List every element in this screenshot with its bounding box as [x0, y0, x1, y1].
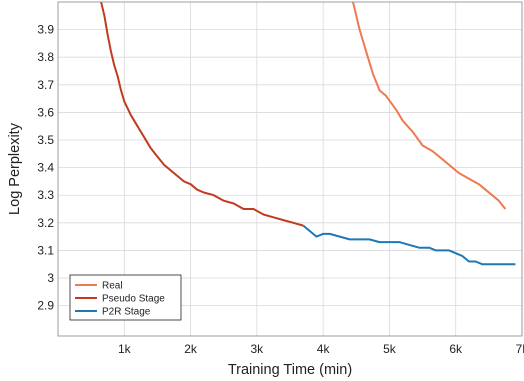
series-line-p2r-stage [302, 224, 516, 266]
series-line-real [352, 2, 507, 210]
y-tick-label: 3.4 [37, 161, 54, 175]
series-line-pseudo-stage [100, 2, 304, 227]
x-tick-label: 4k [317, 342, 331, 356]
x-tick-label: 7k [516, 342, 524, 356]
x-tick-label: 6k [449, 342, 463, 356]
y-tick-label: 3.2 [37, 216, 54, 230]
y-tick-label: 3.3 [37, 188, 54, 202]
y-tick-label: 3.8 [37, 50, 54, 64]
series-lines [100, 2, 516, 266]
x-tick-label: 2k [184, 342, 198, 356]
y-tick-label: 2.9 [37, 299, 54, 313]
y-tick-label: 3.1 [37, 243, 54, 257]
x-tick-label: 3k [251, 342, 265, 356]
legend: Real Pseudo Stage P2R Stage [69, 274, 182, 321]
legend-label-pseudo-stage: Pseudo Stage [102, 294, 165, 305]
legend-label-real: Real [102, 281, 123, 292]
legend-label-p2r-stage: P2R Stage [102, 307, 151, 318]
y-tick-label: 3.5 [37, 133, 54, 147]
y-tick-label: 3.6 [37, 105, 54, 119]
grid [58, 2, 523, 336]
y-tick-label: 3 [47, 271, 54, 285]
y-axis-title: Log Perplexity [7, 122, 23, 215]
x-tick-label: 1k [118, 342, 132, 356]
tick-labels: 1k 2k 3k 4k 5k 6k 7k 2.9 3 3.1 3.2 3.3 3.4 3.5 3.6 3.7 3… [37, 23, 524, 356]
y-tick-label: 3.9 [37, 23, 54, 37]
plot-frame [57, 1, 523, 337]
x-tick-label: 5k [383, 342, 397, 356]
y-tick-label: 3.7 [37, 78, 54, 92]
x-axis-title: Training Time (min) [228, 362, 352, 378]
